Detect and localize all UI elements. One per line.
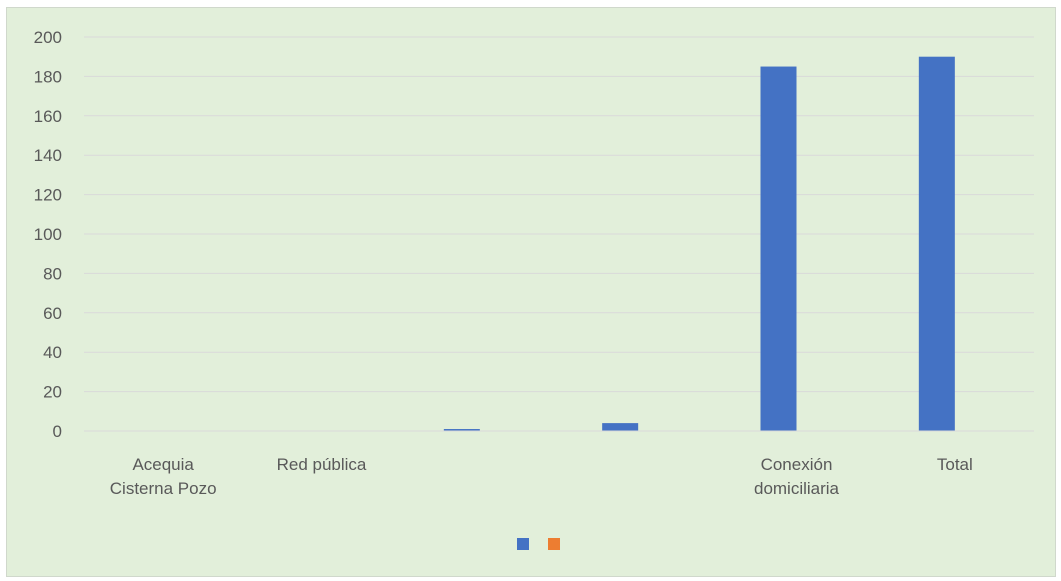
x-category-label: Conexión <box>761 455 833 474</box>
chart-area <box>6 7 1056 577</box>
x-axis-category-labels: Acequia Cisterna Pozo Red pública Conexión d… <box>110 455 973 498</box>
legend-key <box>548 538 560 550</box>
y-tick-label: 60 <box>43 304 62 323</box>
y-tick-label: 80 <box>43 264 62 283</box>
bars <box>443 56 955 432</box>
y-tick-label: 40 <box>43 343 62 362</box>
y-tick-label: 180 <box>34 67 62 86</box>
y-tick-label: 0 <box>53 422 62 441</box>
y-tick-label: 20 <box>43 383 62 402</box>
x-category-label: Cisterna Pozo <box>110 479 217 498</box>
legend-key <box>517 538 529 550</box>
y-tick-label: 200 <box>34 28 62 47</box>
x-category-label: domiciliaria <box>754 479 840 498</box>
bar <box>443 429 480 431</box>
x-category-label: Acequia <box>132 455 194 474</box>
x-category-label: Total <box>937 455 973 474</box>
y-tick-label: 140 <box>34 146 62 165</box>
bar <box>918 56 955 431</box>
x-category-label: Red pública <box>277 455 367 474</box>
legend <box>517 538 560 550</box>
y-axis-tick-labels: 0 20 40 60 80 100 120 140 160 180 200 <box>34 28 62 441</box>
y-tick-label: 120 <box>34 186 62 205</box>
y-tick-label: 100 <box>34 225 62 244</box>
gridlines <box>84 36 1034 393</box>
bar <box>602 423 639 431</box>
bar <box>760 66 797 432</box>
y-tick-label: 160 <box>34 107 62 126</box>
